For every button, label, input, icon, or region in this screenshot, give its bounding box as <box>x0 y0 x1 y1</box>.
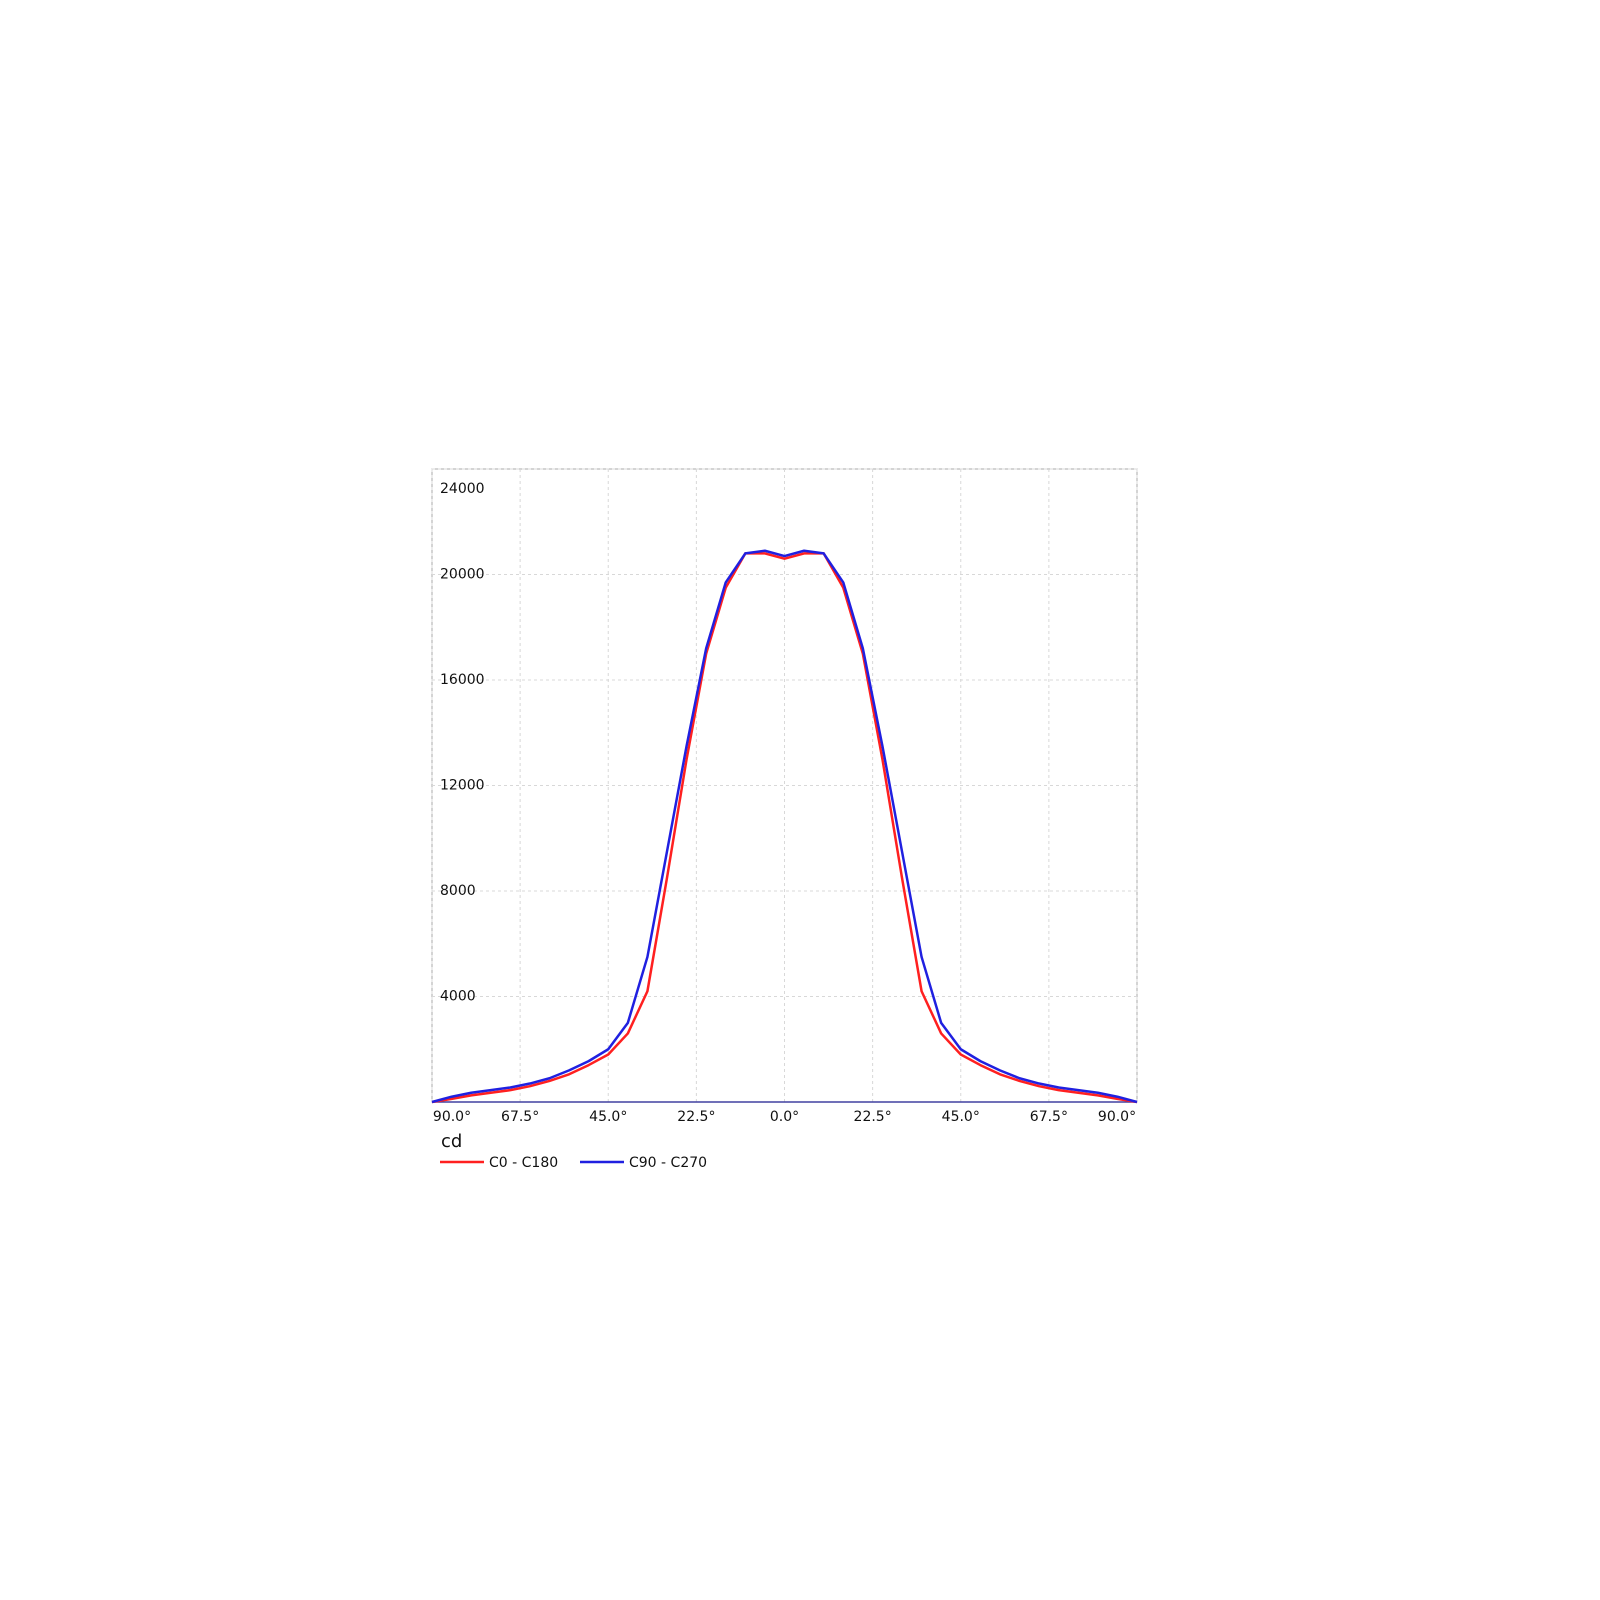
y-tick-label: 20000 <box>440 567 485 583</box>
x-tick-label: 90.0° <box>1098 1109 1136 1125</box>
x-tick-label: 45.0° <box>942 1109 980 1125</box>
x-tick-label: 22.5° <box>677 1109 715 1125</box>
x-tick-label: 45.0° <box>589 1109 627 1125</box>
x-tick-label: 90.0° <box>433 1109 471 1125</box>
x-tick-label: 67.5° <box>501 1109 539 1125</box>
y-axis-label: cd <box>441 1131 462 1152</box>
y-tick-label: 12000 <box>440 778 485 794</box>
data-line <box>431 552 1138 1104</box>
x-tick-label: 0.0° <box>770 1109 799 1125</box>
y-tick-label: 8000 <box>440 883 476 899</box>
y-tick-label: 16000 <box>440 672 485 688</box>
legend-label: C90 - C270 <box>629 1155 707 1171</box>
plot-area <box>431 468 1138 1103</box>
y-tick-label: 24000 <box>440 481 485 497</box>
legend-label: C0 - C180 <box>489 1155 558 1171</box>
x-tick-label: 22.5° <box>854 1109 892 1125</box>
x-tick-label: 67.5° <box>1030 1109 1068 1125</box>
data-line <box>431 549 1138 1104</box>
y-tick-label: 4000 <box>440 989 476 1005</box>
